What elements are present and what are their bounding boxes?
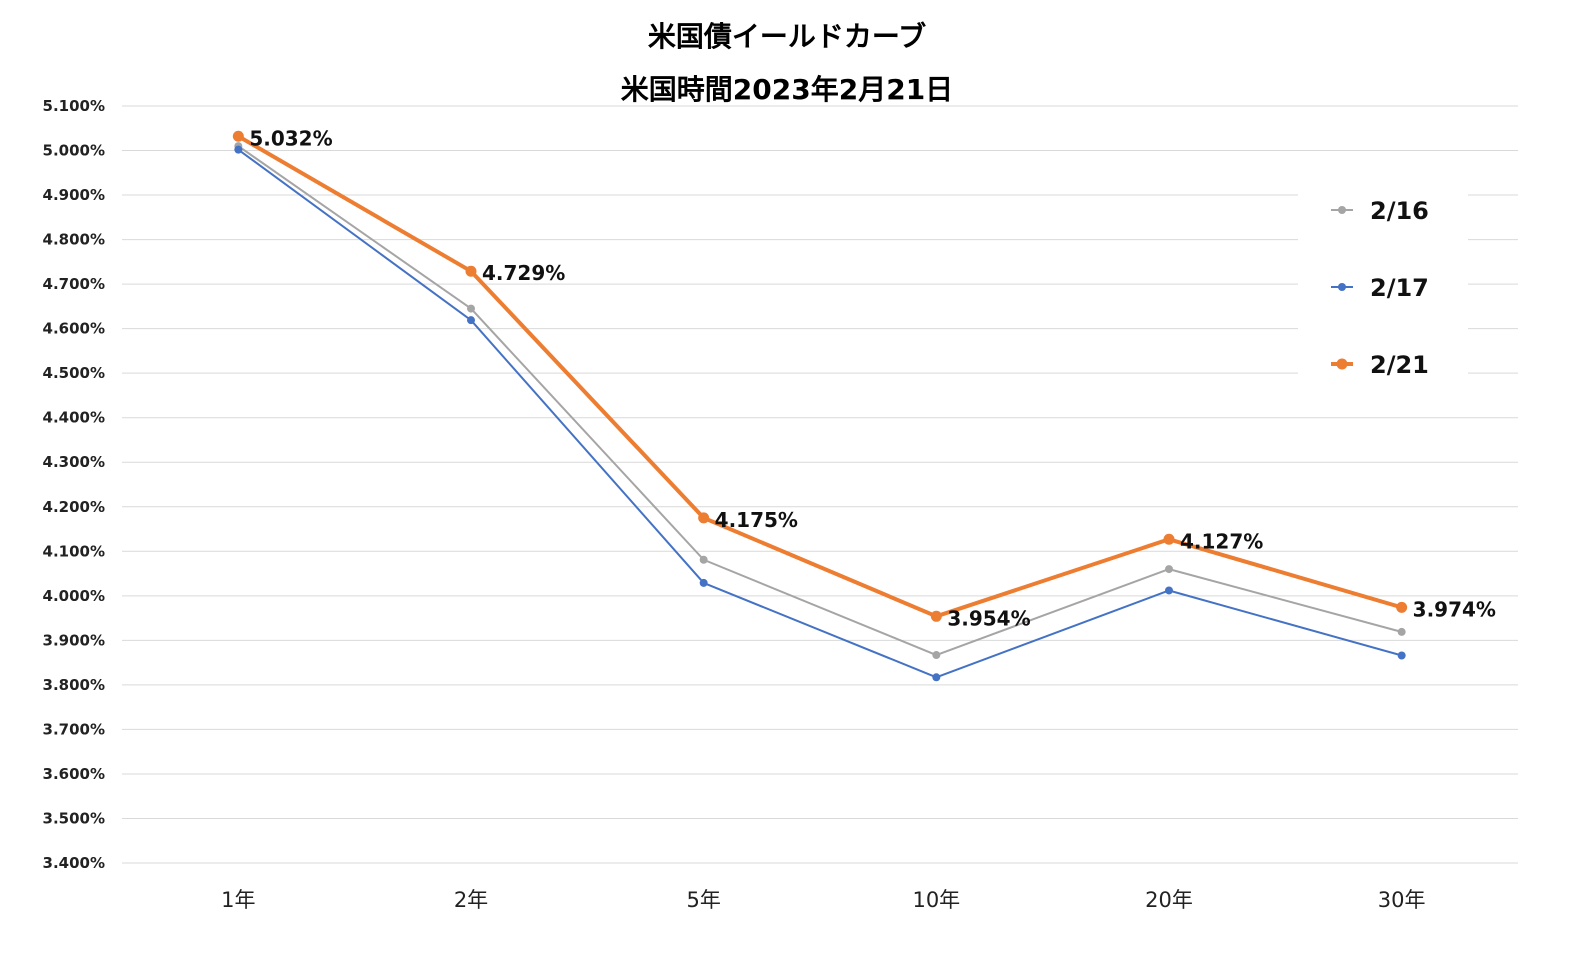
y-tick-label: 5.000% [43,142,105,160]
data-point [465,265,477,277]
y-tick-label: 3.400% [43,854,105,872]
legend-box [1298,180,1468,385]
x-tick-label: 1年 [221,888,255,912]
y-tick-label: 5.100% [43,97,105,115]
data-point [467,304,475,313]
data-label: 4.729% [482,261,565,285]
series-lines [232,130,1408,682]
chart-subtitle: 米国時間2023年2月21日 [621,73,953,106]
y-tick-label: 3.700% [43,720,105,738]
series-line [237,148,1402,679]
y-tick-label: 4.800% [43,231,105,249]
chart-title: 米国債イールドカーブ [648,20,926,53]
data-label: 5.032% [249,126,332,150]
legend-label: 2/21 [1370,351,1429,379]
legend-label: 2/17 [1370,274,1429,302]
series-line [237,145,1402,657]
data-point [1165,586,1173,595]
data-point [1396,601,1408,613]
data-point [699,578,708,587]
data-label: 4.175% [715,508,798,532]
y-tick-label: 4.900% [43,186,105,204]
x-tick-label: 5年 [686,888,720,912]
y-tick-label: 4.600% [43,320,105,338]
y-axis-ticks: 3.400% 3.500% 3.600% 3.700% 3.800% 3.900% 4.00… [43,97,105,872]
data-point [467,316,475,325]
data-point [1165,565,1173,574]
y-tick-label: 3.800% [43,676,105,694]
legend-swatch-marker [1336,358,1348,370]
data-label: 3.954% [947,606,1030,630]
data-point [1397,651,1406,660]
legend-swatch-marker [1338,206,1346,214]
x-tick-label: 2年 [454,888,488,912]
y-tick-label: 4.300% [43,453,105,471]
legend-label: 2/16 [1370,197,1429,225]
y-tick-label: 3.600% [43,765,105,783]
y-tick-label: 4.500% [43,364,105,382]
grid-lines [122,105,1518,864]
y-tick-label: 4.000% [43,587,105,605]
legend: 2/16 2/17 2/21 [1331,197,1429,379]
data-point [699,555,708,564]
data-labels: 5.032% 4.729% 4.175% 3.954% 4.127% 3.974% [249,126,1496,630]
data-point [698,512,710,524]
data-label: 3.974% [1413,597,1496,621]
legend-swatch-marker [1338,283,1346,291]
y-tick-label: 3.500% [43,809,105,827]
legend-background [1298,180,1468,385]
x-axis-ticks: 1年 2年 5年 10年 20年 30年 [221,888,1425,912]
y-tick-label: 4.100% [43,542,105,560]
data-point [234,145,243,154]
y-tick-label: 3.900% [43,631,105,649]
data-point [932,673,941,682]
data-point [1163,533,1175,545]
data-label: 4.127% [1180,529,1263,553]
data-point [932,651,941,660]
y-tick-label: 4.200% [43,498,105,516]
series-line [237,134,1403,619]
x-tick-label: 30年 [1378,888,1426,912]
data-point [232,130,244,142]
y-tick-label: 4.400% [43,409,105,427]
y-tick-label: 4.700% [43,275,105,293]
data-point [930,610,942,622]
data-point [1397,627,1406,636]
x-tick-label: 20年 [1145,888,1193,912]
x-tick-label: 10年 [912,888,960,912]
